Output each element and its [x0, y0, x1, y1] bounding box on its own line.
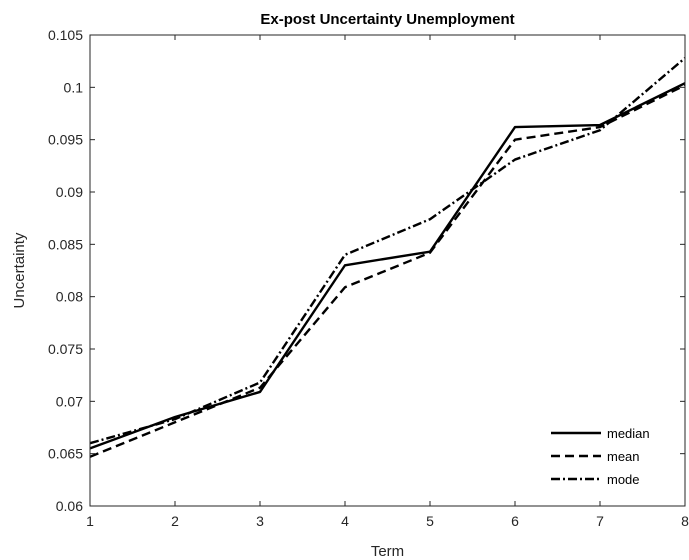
x-tick-label: 7 — [596, 513, 604, 529]
plot-area-frame — [89, 34, 686, 507]
legend-label-mean: mean — [607, 449, 640, 464]
x-tick-label: 2 — [171, 513, 179, 529]
x-tick-label: 4 — [341, 513, 349, 529]
y-axis-label: Uncertainty — [11, 232, 28, 308]
y-tick-label: 0.09 — [56, 184, 83, 200]
y-tick-label: 0.06 — [56, 498, 83, 514]
x-tick-label: 1 — [86, 513, 94, 529]
x-tick-label: 6 — [511, 513, 519, 529]
y-tick-label: 0.095 — [48, 132, 83, 148]
chart-title: Ex-post Uncertainty Unemployment — [260, 11, 514, 28]
series-line-mode — [89, 57, 686, 445]
y-tick-label: 0.1 — [64, 79, 84, 95]
x-tick-label: 5 — [426, 513, 434, 529]
y-tick-label: 0.075 — [48, 341, 83, 357]
axis-ticks: 1 2 3 4 5 6 7 8 0.06 0.065 0.07 0.075 0.08 0.085 0.09 0… — [48, 27, 689, 529]
series-line-mean — [89, 84, 686, 458]
x-tick-label: 8 — [681, 513, 689, 529]
legend-label-mode: mode — [607, 472, 640, 487]
legend: median mean mode — [551, 426, 650, 487]
y-tick-label: 0.08 — [56, 289, 83, 305]
x-axis-label: Term — [371, 543, 404, 560]
legend-label-median: median — [607, 426, 650, 441]
x-tick-label: 3 — [256, 513, 264, 529]
y-tick-label: 0.085 — [48, 236, 83, 252]
y-tick-label: 0.07 — [56, 393, 83, 409]
y-tick-label: 0.105 — [48, 27, 83, 43]
series-lines — [89, 57, 686, 458]
y-tick-label: 0.065 — [48, 446, 83, 462]
series-line-median — [89, 82, 686, 450]
